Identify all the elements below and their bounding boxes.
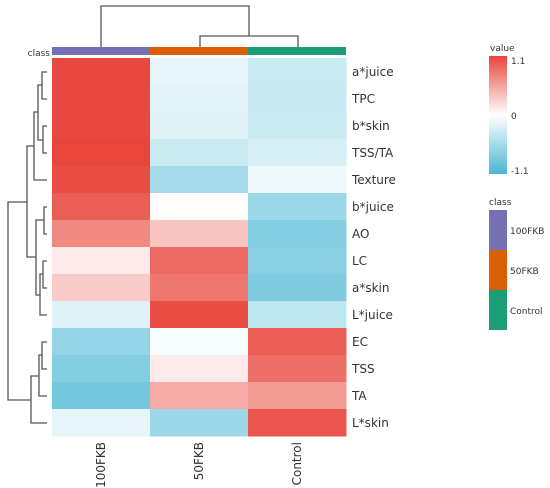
- class-legend-label: 100FKB: [510, 227, 544, 237]
- heatmap-cell: [150, 328, 249, 356]
- row-dendrogram: [7, 71, 47, 424]
- heatmap-cell: [248, 166, 347, 194]
- row-label: a*juice: [352, 65, 394, 79]
- heatmap-cell: [248, 409, 347, 437]
- heatmap-cells: [52, 58, 347, 437]
- heatmap-cell: [248, 58, 347, 86]
- heatmap-cell: [248, 274, 347, 302]
- row-label: L*skin: [352, 416, 389, 430]
- heatmap-cell: [52, 301, 151, 329]
- heatmap-cell: [150, 139, 249, 167]
- heatmap-cell: [52, 193, 151, 221]
- heatmap-cell: [150, 247, 249, 275]
- class-legend-title: class: [489, 198, 512, 208]
- heatmap-cell: [248, 139, 347, 167]
- row-dendro-link-root: [7, 201, 31, 401]
- heatmap-cell: [52, 85, 151, 113]
- value-legend-gradient: [489, 56, 507, 174]
- heatmap-cell: [150, 274, 249, 302]
- value-legend-tick-low: -1.1: [511, 167, 529, 177]
- row-label: TSS/TA: [351, 146, 394, 160]
- heatmap-cell: [248, 355, 347, 383]
- heatmap-cell: [150, 166, 249, 194]
- class-annotation-100fkb: [52, 47, 150, 55]
- heatmap-cell: [52, 382, 151, 410]
- heatmap-cell: [150, 193, 249, 221]
- heatmap-cell: [150, 409, 249, 437]
- row-label: EC: [352, 335, 368, 349]
- row-label: TSS: [351, 362, 375, 376]
- row-label: a*skin: [352, 281, 390, 295]
- heatmap-cell: [248, 382, 347, 410]
- value-legend: value 1.1 0 -1.1: [489, 44, 529, 177]
- column-dendrogram: [100, 5, 299, 47]
- heatmap-cell: [52, 220, 151, 248]
- heatmap-cell: [248, 247, 347, 275]
- class-legend: class 100FKB 50FKB Control: [489, 198, 544, 330]
- value-legend-title: value: [490, 44, 515, 54]
- row-label: Texture: [351, 173, 396, 187]
- heatmap-cell: [52, 112, 151, 140]
- row-label: L*juice: [352, 308, 393, 322]
- row-label: b*juice: [352, 200, 394, 214]
- class-legend-swatch: [489, 290, 507, 330]
- class-annotation-control: [248, 47, 346, 55]
- column-label: 100FKB: [94, 442, 108, 488]
- class-legend-swatch: [489, 250, 507, 290]
- row-dendro-link: [38, 354, 47, 397]
- column-label: 50FKB: [192, 442, 206, 480]
- heatmap-cell: [52, 166, 151, 194]
- class-legend-label: 50FKB: [510, 267, 539, 277]
- heatmap-cell: [52, 355, 151, 383]
- row-label: b*skin: [352, 119, 390, 133]
- heatmap-cell: [150, 355, 249, 383]
- row-label: LC: [352, 254, 367, 268]
- row-labels: a*juice TPC b*skin TSS/TA Texture b*juice AO LC…: [351, 65, 396, 430]
- row-dendro-link: [41, 341, 47, 370]
- value-legend-tick-mid: 0: [511, 112, 517, 122]
- col-dendro-link-inner: [199, 35, 299, 47]
- heatmap-cell: [150, 58, 249, 86]
- heatmap-cell: [150, 301, 249, 329]
- heatmap-cell: [52, 247, 151, 275]
- heatmap-cell: [150, 382, 249, 410]
- class-annotation-title: class: [28, 49, 51, 59]
- heatmap-cell: [52, 328, 151, 356]
- row-dendro-link: [42, 125, 47, 154]
- heatmap-cell: [52, 139, 151, 167]
- heatmap-cell: [248, 85, 347, 113]
- heatmap-cell: [52, 409, 151, 437]
- heatmap-cell: [150, 112, 249, 140]
- heatmap-cell: [248, 328, 347, 356]
- row-dendro-link: [43, 206, 47, 235]
- heatmap-cell: [150, 220, 249, 248]
- column-labels: 100FKB 50FKB Control: [94, 442, 304, 488]
- heatmap-cell: [248, 220, 347, 248]
- row-label: TA: [351, 389, 367, 403]
- row-label: AO: [352, 227, 369, 241]
- heatmap-cell: [248, 112, 347, 140]
- class-annotation-bar: [52, 47, 346, 55]
- row-label: TPC: [351, 92, 375, 106]
- class-annotation-50fkb: [150, 47, 248, 55]
- row-dendro-link: [42, 260, 47, 289]
- heatmap-cell: [52, 58, 151, 86]
- col-dendro-link-root: [100, 5, 250, 47]
- heatmap-cell: [248, 193, 347, 221]
- class-legend-label: Control: [510, 307, 543, 317]
- value-legend-tick-high: 1.1: [511, 57, 525, 67]
- row-dendro-link: [33, 111, 47, 181]
- class-legend-swatch: [489, 210, 507, 250]
- row-dendro-link: [41, 71, 47, 100]
- column-label: Control: [290, 442, 304, 485]
- heatmap-cell: [52, 274, 151, 302]
- heatmap-cell: [248, 301, 347, 329]
- heatmap-cell: [150, 85, 249, 113]
